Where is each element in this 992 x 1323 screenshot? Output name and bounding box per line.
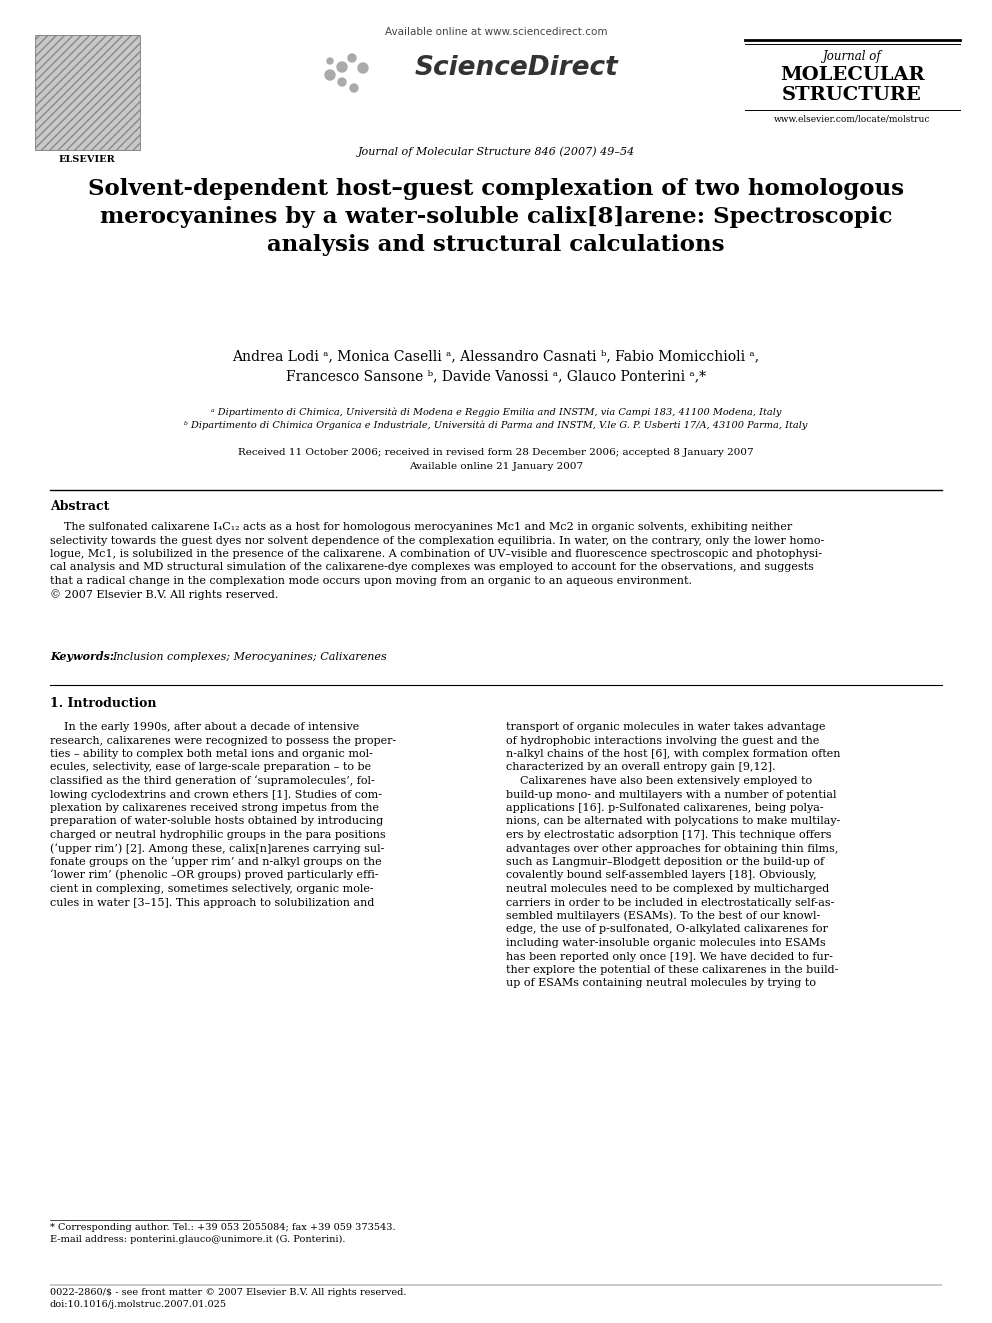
Text: up of ESAMs containing neutral molecules by trying to: up of ESAMs containing neutral molecules… [506,979,816,988]
Text: Andrea Lodi ᵃ, Monica Caselli ᵃ, Alessandro Casnati ᵇ, Fabio Momicchioli ᵃ,: Andrea Lodi ᵃ, Monica Caselli ᵃ, Alessan… [232,349,760,363]
Text: edge, the use of p-sulfonated, O-alkylated calixarenes for: edge, the use of p-sulfonated, O-alkylat… [506,925,828,934]
Text: © 2007 Elsevier B.V. All rights reserved.: © 2007 Elsevier B.V. All rights reserved… [50,589,279,599]
Text: ELSEVIER: ELSEVIER [59,155,115,164]
Text: characterized by an overall entropy gain [9,12].: characterized by an overall entropy gain… [506,762,776,773]
Circle shape [325,70,335,79]
Text: charged or neutral hydrophilic groups in the para positions: charged or neutral hydrophilic groups in… [50,830,386,840]
Circle shape [350,83,358,93]
Text: lowing cyclodextrins and crown ethers [1]. Studies of com-: lowing cyclodextrins and crown ethers [1… [50,790,382,799]
Text: neutral molecules need to be complexed by multicharged: neutral molecules need to be complexed b… [506,884,829,894]
Circle shape [358,64,368,73]
Text: ties – ability to complex both metal ions and organic mol-: ties – ability to complex both metal ion… [50,749,373,759]
Text: ther explore the potential of these calixarenes in the build-: ther explore the potential of these cali… [506,964,838,975]
Text: cient in complexing, sometimes selectively, organic mole-: cient in complexing, sometimes selective… [50,884,374,894]
Circle shape [348,54,356,62]
Text: Calixarenes have also been extensively employed to: Calixarenes have also been extensively e… [506,777,812,786]
Text: logue, Mc1, is solubilized in the presence of the calixarene. A combination of U: logue, Mc1, is solubilized in the presen… [50,549,822,560]
Text: Available online 21 January 2007: Available online 21 January 2007 [409,462,583,471]
Text: applications [16]. p-Sulfonated calixarenes, being polya-: applications [16]. p-Sulfonated calixare… [506,803,823,814]
Text: n-alkyl chains of the host [6], with complex formation often: n-alkyl chains of the host [6], with com… [506,749,840,759]
Text: ᵇ Dipartimento di Chimica Organica e Industriale, Università di Parma and INSTM,: ᵇ Dipartimento di Chimica Organica e Ind… [185,421,807,430]
Text: selectivity towards the guest dyes nor solvent dependence of the complexation eq: selectivity towards the guest dyes nor s… [50,536,824,545]
Text: * Corresponding author. Tel.: +39 053 2055084; fax +39 059 373543.: * Corresponding author. Tel.: +39 053 20… [50,1222,396,1232]
Text: preparation of water-soluble hosts obtained by introducing: preparation of water-soluble hosts obtai… [50,816,383,827]
Circle shape [338,78,346,86]
Text: www.elsevier.com/locate/molstruc: www.elsevier.com/locate/molstruc [774,115,930,124]
Text: sembled multilayers (ESAMs). To the best of our knowl-: sembled multilayers (ESAMs). To the best… [506,910,820,921]
Text: that a radical change in the complexation mode occurs upon moving from an organi: that a radical change in the complexatio… [50,576,692,586]
Text: 0022-2860/$ - see front matter © 2007 Elsevier B.V. All rights reserved.: 0022-2860/$ - see front matter © 2007 El… [50,1289,407,1297]
Text: Inclusion complexes; Merocyanines; Calixarenes: Inclusion complexes; Merocyanines; Calix… [112,652,387,662]
Text: ecules, selectivity, ease of large-scale preparation – to be: ecules, selectivity, ease of large-scale… [50,762,371,773]
Text: In the early 1990s, after about a decade of intensive: In the early 1990s, after about a decade… [50,722,359,732]
Text: MOLECULAR: MOLECULAR [780,66,925,83]
Text: STRUCTURE: STRUCTURE [782,86,922,105]
Text: (‘upper rim’) [2]. Among these, calix[n]arenes carrying sul-: (‘upper rim’) [2]. Among these, calix[n]… [50,843,384,853]
Text: Francesco Sansone ᵇ, Davide Vanossi ᵃ, Glauco Ponterini ᵃ,*: Francesco Sansone ᵇ, Davide Vanossi ᵃ, G… [286,369,706,382]
Bar [35,34,140,149]
Circle shape [337,62,347,71]
Text: Journal of: Journal of [822,50,881,64]
Circle shape [327,58,333,64]
Bar [35,34,140,149]
Text: Received 11 October 2006; received in revised form 28 December 2006; accepted 8 : Received 11 October 2006; received in re… [238,448,754,456]
Text: merocyanines by a water-soluble calix[8]arene: Spectroscopic: merocyanines by a water-soluble calix[8]… [100,206,892,228]
Text: Available online at www.sciencedirect.com: Available online at www.sciencedirect.co… [385,26,607,37]
Text: Keywords:: Keywords: [50,651,122,662]
Text: has been reported only once [19]. We have decided to fur-: has been reported only once [19]. We hav… [506,951,833,962]
Text: E-mail address: ponterini.glauco@unimore.it (G. Ponterini).: E-mail address: ponterini.glauco@unimore… [50,1234,345,1244]
Text: advantages over other approaches for obtaining thin films,: advantages over other approaches for obt… [506,844,838,853]
Text: including water-insoluble organic molecules into ESAMs: including water-insoluble organic molecu… [506,938,825,949]
Text: ᵃ Dipartimento di Chimica, Università di Modena e Reggio Emilia and INSTM, via C: ᵃ Dipartimento di Chimica, Università di… [211,407,781,417]
Text: research, calixarenes were recognized to possess the proper-: research, calixarenes were recognized to… [50,736,396,745]
Text: 1. Introduction: 1. Introduction [50,697,157,710]
Text: build-up mono- and multilayers with a number of potential: build-up mono- and multilayers with a nu… [506,790,836,799]
Text: transport of organic molecules in water takes advantage: transport of organic molecules in water … [506,722,825,732]
Text: of hydrophobic interactions involving the guest and the: of hydrophobic interactions involving th… [506,736,819,745]
Text: The sulfonated calixarene I₄C₁₂ acts as a host for homologous merocyanines Mc1 a: The sulfonated calixarene I₄C₁₂ acts as … [50,523,793,532]
Text: Abstract: Abstract [50,500,109,513]
Text: nions, can be alternated with polycations to make multilay-: nions, can be alternated with polycation… [506,816,840,827]
Text: Solvent-dependent host–guest complexation of two homologous: Solvent-dependent host–guest complexatio… [88,179,904,200]
Text: covalently bound self-assembled layers [18]. Obviously,: covalently bound self-assembled layers [… [506,871,816,881]
Text: such as Langmuir–Blodgett deposition or the build-up of: such as Langmuir–Blodgett deposition or … [506,857,824,867]
Text: ScienceDirect: ScienceDirect [414,56,618,81]
Text: ‘lower rim’ (phenolic –OR groups) proved particularly effi-: ‘lower rim’ (phenolic –OR groups) proved… [50,869,379,881]
Text: Journal of Molecular Structure 846 (2007) 49–54: Journal of Molecular Structure 846 (2007… [357,147,635,157]
Text: doi:10.1016/j.molstruc.2007.01.025: doi:10.1016/j.molstruc.2007.01.025 [50,1301,227,1308]
Text: plexation by calixarenes received strong impetus from the: plexation by calixarenes received strong… [50,803,379,814]
Text: analysis and structural calculations: analysis and structural calculations [267,234,725,255]
Text: classified as the third generation of ‘supramolecules’, fol-: classified as the third generation of ‘s… [50,775,375,786]
Text: cules in water [3–15]. This approach to solubilization and: cules in water [3–15]. This approach to … [50,897,374,908]
Text: cal analysis and MD structural simulation of the calixarene-dye complexes was em: cal analysis and MD structural simulatio… [50,562,813,573]
Text: carriers in order to be included in electrostatically self-as-: carriers in order to be included in elec… [506,897,834,908]
Text: fonate groups on the ‘upper rim’ and n-alkyl groups on the: fonate groups on the ‘upper rim’ and n-a… [50,856,382,867]
Text: ers by electrostatic adsorption [17]. This technique offers: ers by electrostatic adsorption [17]. Th… [506,830,831,840]
